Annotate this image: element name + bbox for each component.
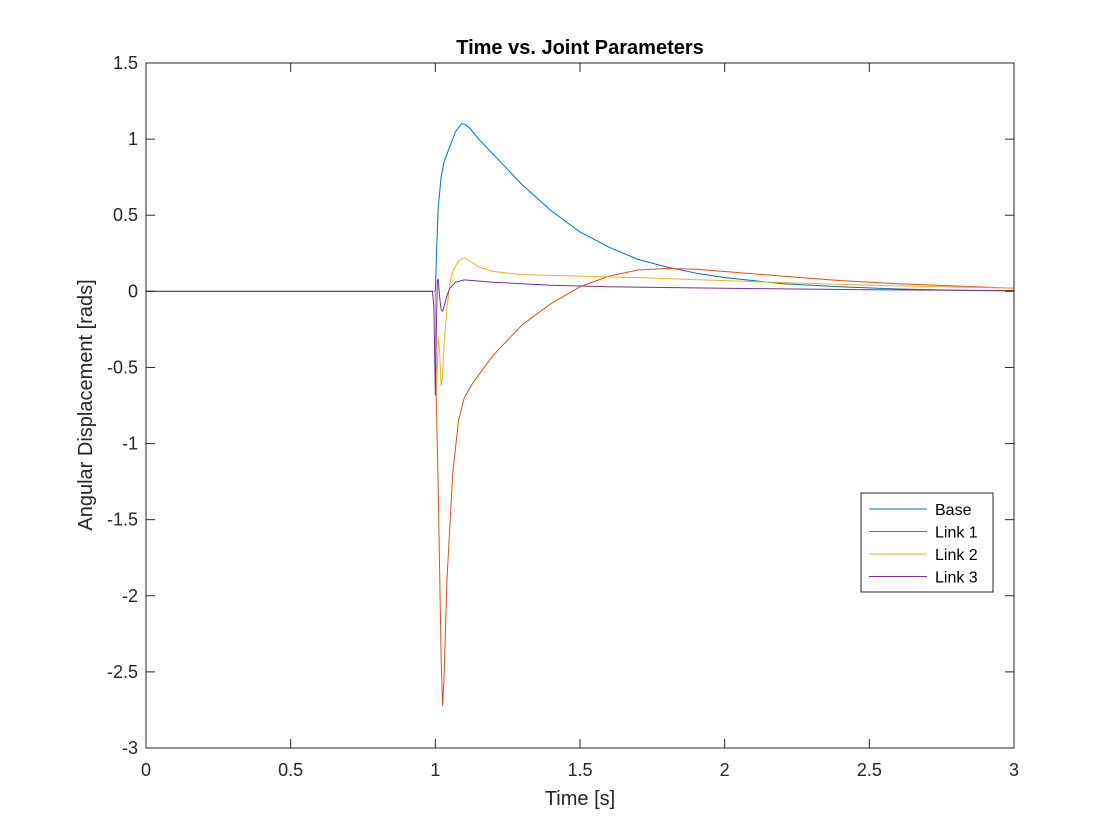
y-tick-label: 1.5 <box>113 53 138 73</box>
y-tick-label: -1 <box>122 434 138 454</box>
y-tick-label: -2 <box>122 586 138 606</box>
x-tick-label: 2 <box>720 760 730 780</box>
x-tick-label: 0.5 <box>278 760 303 780</box>
chart-title: Time vs. Joint Parameters <box>456 37 704 59</box>
y-tick-label: -3 <box>122 738 138 758</box>
series-layer <box>146 123 1015 706</box>
plot-area <box>146 63 1014 748</box>
y-tick-label: 1 <box>128 129 138 149</box>
legend: Base Link 1 Link 2 Link 3 <box>860 492 994 593</box>
legend-label-link-3: Link 3 <box>935 570 978 587</box>
series-line-link-2 <box>146 257 1015 387</box>
x-tick-label: 2.5 <box>857 760 882 780</box>
x-axis-label: Time [s] <box>545 788 615 810</box>
series-line-link-3 <box>146 278 1015 396</box>
legend-label-link-2: Link 2 <box>935 547 978 564</box>
series-line-link-1 <box>146 268 1015 706</box>
y-axis-label: Angular Displacement [rads] <box>75 279 97 530</box>
legend-label-base: Base <box>935 502 972 519</box>
y-tick-label: 0.5 <box>113 205 138 225</box>
axes-layer: 0 0.5 1 1.5 2 2.5 3 -3 -2.5 -2 -1.5 -1 -0.5 0 0.5 1 1.5 <box>107 53 1019 780</box>
y-tick-label: -1.5 <box>107 510 138 530</box>
legend-entries: Base Link 1 Link 2 Link 3 <box>869 502 978 587</box>
legend-label-link-1: Link 1 <box>935 525 978 542</box>
x-tick-label: 1 <box>430 760 440 780</box>
x-tick-label: 0 <box>141 760 151 780</box>
x-tick-label: 1.5 <box>567 760 592 780</box>
y-tick-label: -0.5 <box>107 357 138 377</box>
y-tick-label: -2.5 <box>107 662 138 682</box>
y-tick-label: 0 <box>128 281 138 301</box>
x-tick-label: 3 <box>1009 760 1019 780</box>
